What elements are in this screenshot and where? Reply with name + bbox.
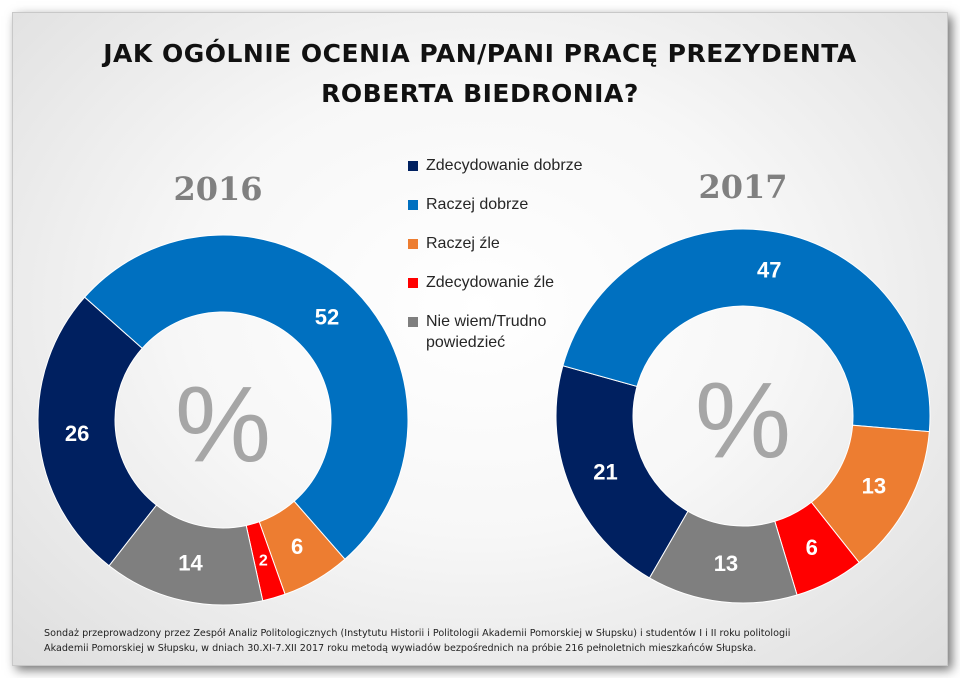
legend-label-raczej-dobrze: Raczej dobrze [426,196,528,213]
data-label-2017-nie-wiem-trudno-powiedziec: 13 [714,551,738,576]
data-label-2016-zdecydowanie-dobrze: 26 [65,421,89,446]
slice-2016-nie-wiem-trudno-powiedziec [108,504,264,606]
chart-year-2016: 2016 [173,170,262,208]
title-line-1: JAK OGÓLNIE OCENIA PAN/PANI PRACĘ PREZYD… [103,39,857,68]
slice-2016-zdecydowanie-dobrze [37,296,158,567]
slice-2017-nie-wiem-trudno-powiedziec [648,510,798,604]
data-label-2016-nie-wiem-trudno-powiedziec: 14 [178,550,203,575]
percent-symbol-2017: % [695,360,791,481]
legend-swatch-raczej-zle [408,239,418,249]
percent-symbol-2016: % [175,364,271,485]
legend-label-zdecydowanie-zle: Zdecydowanie źle [426,274,554,291]
data-label-2017-zdecydowanie-zle: 6 [806,535,818,560]
data-label-2016-raczej-dobrze: 52 [315,304,339,329]
data-label-2016-zdecydowanie-zle: 2 [259,552,268,569]
legend-label-nie-wiem-trudno-powiedziec-line-1: Nie wiem/Trudno [426,313,546,330]
slice-2016-raczej-dobrze [83,234,409,560]
legend-label-raczej-zle: Raczej źle [426,235,500,252]
legend-swatch-raczej-dobrze [408,200,418,210]
legend-swatch-zdecydowanie-zle [408,278,418,288]
slice-2017-zdecydowanie-dobrze [555,365,689,579]
data-label-2017-raczej-dobrze: 47 [757,257,781,282]
data-label-2016-raczej-zle: 6 [291,534,303,559]
legend-label-zdecydowanie-dobrze: Zdecydowanie dobrze [426,157,583,174]
survey-footnote: Sondaż przeprowadzony przez Zespół Anali… [44,626,920,656]
footnote-line-1: Sondaż przeprowadzony przez Zespół Anali… [44,628,791,639]
slice-2017-raczej-dobrze [562,228,931,433]
legend-swatch-nie-wiem-trudno-powiedziec [408,317,418,327]
chart-year-2017: 2017 [698,168,787,206]
title-line-2: ROBERTA BIEDRONIA? [321,79,639,108]
legend-swatch-zdecydowanie-dobrze [408,161,418,171]
data-label-2017-zdecydowanie-dobrze: 21 [593,460,617,485]
legend-label-nie-wiem-trudno-powiedziec-line-2: powiedzieć [426,334,505,351]
footnote-line-2: Akademii Pomorskiej w Słupsku, w dniach … [44,643,757,654]
chart-title: JAK OGÓLNIE OCENIA PAN/PANI PRACĘ PREZYD… [0,34,960,114]
data-label-2017-raczej-zle: 13 [862,474,886,499]
